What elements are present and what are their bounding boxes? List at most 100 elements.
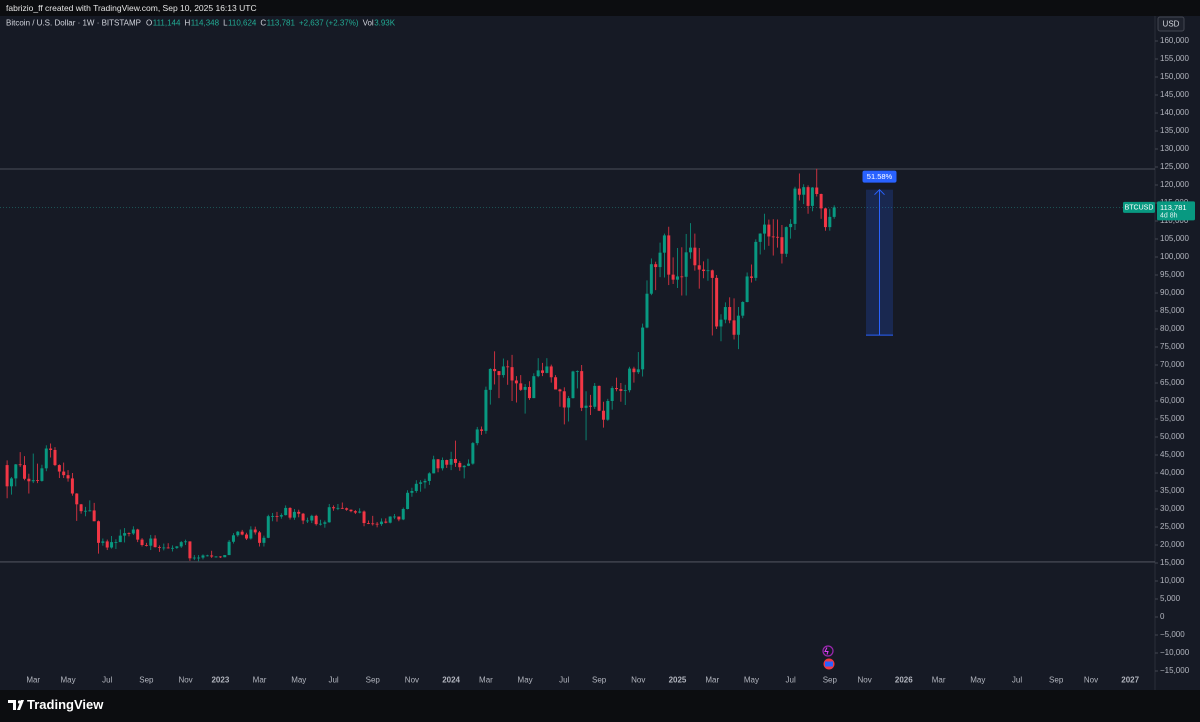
candle-body xyxy=(114,542,118,543)
y-tick-label: 145,000 xyxy=(1160,90,1189,99)
x-tick-label: 2025 xyxy=(669,676,687,685)
x-tick-label: Nov xyxy=(405,676,419,685)
x-tick-label: May xyxy=(970,676,985,685)
candle-body xyxy=(575,371,579,372)
candle-body xyxy=(75,493,79,505)
y-tick-label: 40,000 xyxy=(1160,468,1185,477)
candle-body xyxy=(558,389,562,392)
caption-bar xyxy=(0,0,1200,16)
x-tick-label: May xyxy=(744,676,759,685)
candle-body xyxy=(536,370,540,377)
candle-body xyxy=(310,515,314,521)
candle-body xyxy=(445,460,449,465)
y-tick-label: 10,000 xyxy=(1160,576,1185,585)
candle-body xyxy=(349,509,353,512)
candle-body xyxy=(567,398,571,408)
y-tick-label: 60,000 xyxy=(1160,396,1185,405)
x-tick-label: Nov xyxy=(1084,676,1098,685)
currency-button[interactable] xyxy=(1157,16,1185,32)
candle-body xyxy=(379,521,383,525)
candle-body xyxy=(153,538,157,548)
candle-body xyxy=(70,478,74,494)
candle-body xyxy=(680,276,684,278)
candle-body xyxy=(497,371,501,376)
x-tick-label: Nov xyxy=(178,676,192,685)
y-tick-label: 110,000 xyxy=(1160,216,1189,225)
y-tick-label: −5,000 xyxy=(1160,630,1185,639)
candle-body xyxy=(88,510,92,512)
candle-body xyxy=(414,483,418,491)
candle-body xyxy=(436,459,440,469)
candle-body xyxy=(419,482,423,484)
candle-body xyxy=(654,264,658,268)
candle-body xyxy=(79,504,83,512)
legend-stat-value: +2,637 (+2.37%) xyxy=(299,19,359,28)
price-tag xyxy=(1157,201,1195,221)
candle-body xyxy=(780,237,784,254)
candle-body xyxy=(749,276,753,278)
candle-body xyxy=(297,511,301,514)
candle-body xyxy=(123,533,127,536)
x-tick-label: Nov xyxy=(858,676,872,685)
candle-body xyxy=(480,429,484,431)
candle-body xyxy=(719,319,723,327)
candle-body xyxy=(789,223,793,228)
currency[interactable]: USD xyxy=(1163,20,1180,29)
brand-logo xyxy=(8,700,24,710)
x-tick-label: Mar xyxy=(26,676,40,685)
candle-body xyxy=(323,522,327,524)
y-tick-label: 130,000 xyxy=(1160,144,1189,153)
candle-body xyxy=(671,274,675,280)
legend-stat-label: H xyxy=(184,19,190,28)
event-icons[interactable] xyxy=(822,645,835,670)
candle-body xyxy=(218,556,222,558)
candle-body xyxy=(249,529,253,539)
candle-body xyxy=(14,464,18,479)
candle-body xyxy=(519,383,523,390)
y-tick-label: 160,000 xyxy=(1160,36,1189,45)
event-icon-glyph xyxy=(824,647,829,655)
candle-body xyxy=(36,480,40,481)
candle-body xyxy=(136,529,140,540)
y-tick-label: 95,000 xyxy=(1160,270,1185,279)
candle-body xyxy=(353,511,357,513)
candle-body xyxy=(645,293,649,328)
candle-body xyxy=(223,555,227,558)
candle-body xyxy=(823,208,827,228)
candle-body xyxy=(506,366,510,368)
candle-body xyxy=(401,508,405,520)
candle-body xyxy=(44,448,48,469)
legend-stat-value: 3.93K xyxy=(374,19,396,28)
candle-body xyxy=(410,490,414,493)
candle-body xyxy=(527,386,531,399)
x-tick-label: Mar xyxy=(479,676,493,685)
y-tick-label: 150,000 xyxy=(1160,72,1189,81)
y-tick-label: 85,000 xyxy=(1160,306,1185,315)
candle-body xyxy=(658,252,662,268)
candle-body xyxy=(697,265,701,270)
candle-body xyxy=(667,235,671,275)
candle-body xyxy=(197,557,201,559)
symbol-tag xyxy=(1123,201,1155,213)
candle-body xyxy=(388,516,392,523)
candle-body xyxy=(92,510,96,522)
x-tick-label: 2024 xyxy=(442,676,460,685)
candle-body xyxy=(345,508,349,510)
candle-body xyxy=(736,315,740,335)
candle-body xyxy=(175,546,179,548)
candle-body xyxy=(427,473,431,481)
candle-body xyxy=(501,366,505,376)
candle-body xyxy=(83,510,87,512)
y-tick-label: 135,000 xyxy=(1160,126,1189,135)
x-tick-label: Sep xyxy=(592,676,607,685)
price-tag-countdown: 4d 8h xyxy=(1160,213,1178,220)
candle-body xyxy=(275,516,279,517)
candle-body xyxy=(732,320,736,335)
y-tick-label: 25,000 xyxy=(1160,522,1185,531)
y-tick-label: 30,000 xyxy=(1160,504,1185,513)
y-tick-label: 120,000 xyxy=(1160,180,1189,189)
candle-body xyxy=(641,327,645,370)
candle-body xyxy=(127,533,131,534)
